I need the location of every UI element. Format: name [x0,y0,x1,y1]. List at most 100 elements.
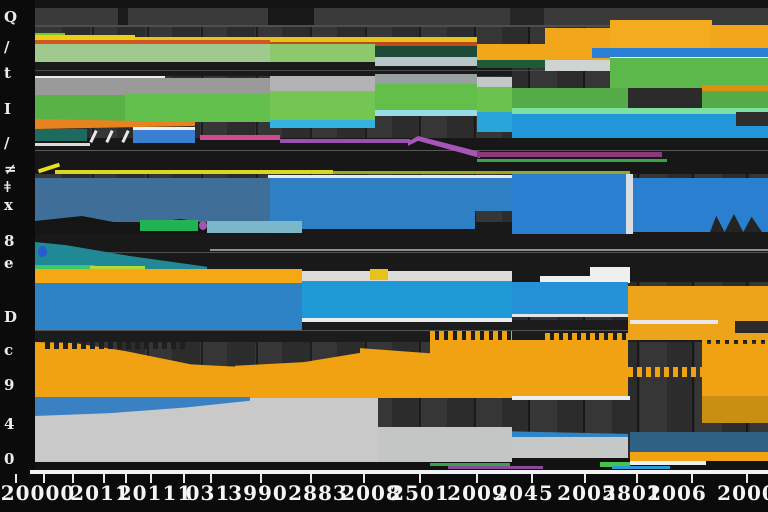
seg-blue [477,112,512,132]
x-axis-label: 031 [185,481,231,505]
y-axis-label: I [4,100,12,118]
y-axis-label: x [4,196,13,214]
y-axis-label: / [4,134,10,152]
y-axis-label: Q [4,8,18,26]
seg-blue [35,283,302,330]
x-axis-tick [43,474,45,483]
seg-orange [360,348,430,398]
x-axis-label: 2011 [70,481,130,505]
x-axis-label: 2883 [288,481,348,505]
seg-palestripe [302,271,512,281]
y-axis-label: ≠ [4,160,17,178]
seg-darkteal [375,46,477,57]
seg-white-line [35,143,90,146]
seg-white-step [540,276,590,283]
seg-white-line [268,175,630,179]
seg-mustard [702,396,768,423]
seg-magenta-line [200,135,280,140]
seg-mint-line [512,108,768,114]
y-axis-label: / [4,38,10,56]
x-axis-tick [476,474,478,483]
x-axis-tick [103,474,105,483]
seg-gray [35,78,270,98]
x-axis-label: 2000 [717,481,768,505]
seg-purple-line [448,466,543,469]
x-axis-label: 2009 [447,481,507,505]
x-axis-tick [125,474,127,483]
seg-blue [512,282,628,314]
seg-green-line [477,159,667,162]
y-axis-label: e [4,254,14,272]
x-axis-tick [746,474,748,483]
seg-green [477,87,512,112]
seg-steelblue [630,432,768,452]
seg-cyan-line [375,110,477,116]
x-axis-tick [15,474,17,483]
dark-gap [268,8,314,25]
y-axis-label: ǂ [4,178,11,196]
x-axis-label: 2801 [602,481,662,505]
seg-green [125,94,270,122]
seg-saw-orange [430,331,512,342]
seg-paleblue [207,221,302,233]
seg-white-line [35,76,165,79]
hairline [35,25,768,27]
x-axis-tick [260,474,262,483]
seg-blue-sliver [512,431,628,437]
seg-olive-line [333,171,630,174]
seg-gray-line [210,249,768,251]
y-axis-label: 9 [4,376,15,394]
seg-blue [512,114,768,138]
seg-green-line [35,265,95,269]
seg-gray [512,436,628,458]
hairline [35,252,768,253]
seg-white-line [512,396,630,400]
seg-magenta-line [477,152,662,157]
seg-purple-dot [199,221,207,230]
seg-white-step [590,267,630,283]
y-axis-label: 4 [4,415,15,433]
x-axis-tick [210,474,212,483]
x-axis-tick [691,474,693,483]
dark-top [35,0,768,8]
x-axis-label: 3990 [228,481,288,505]
seg-white-line [630,320,718,324]
seg-purple-line [280,139,410,143]
x-axis-tick [636,474,638,483]
y-axis-label: D [4,308,18,326]
seg-blue-dot [38,246,47,257]
seg-blue [512,174,626,234]
seg-green [35,95,125,122]
hairline [35,330,768,331]
seg-green-bar [140,220,198,231]
seg-gray [477,77,512,88]
x-axis-tick [584,474,586,483]
seg-green [270,44,375,62]
x-axis-tick [150,474,152,483]
seg-palestripe [375,57,477,66]
seg-cyan-line [612,466,670,469]
seg-blue [35,178,270,222]
seg-saw-orange [702,339,768,346]
x-axis-tick [310,474,312,483]
seg-lightgray [545,60,657,71]
seg-orange [702,344,768,396]
dark-gap [118,8,128,25]
seg-white-line [630,461,706,465]
seg-green-line [600,462,630,467]
hairline [35,70,768,71]
hairline [35,150,768,151]
seg-green [270,91,375,120]
seg-white-line [302,318,512,322]
x-axis-label: 2008 [341,481,401,505]
dark-strip [35,8,768,25]
seg-blue-line [592,48,768,58]
seg-darknotch [735,321,768,333]
y-axis-label: c [4,341,14,359]
seg-blue [633,178,768,232]
seg-green-line [35,33,65,36]
x-axis-tick [183,474,185,483]
x-axis-label: 2005 [557,481,617,505]
seg-gray [378,427,512,462]
x-axis-label: 2501 [390,481,450,505]
